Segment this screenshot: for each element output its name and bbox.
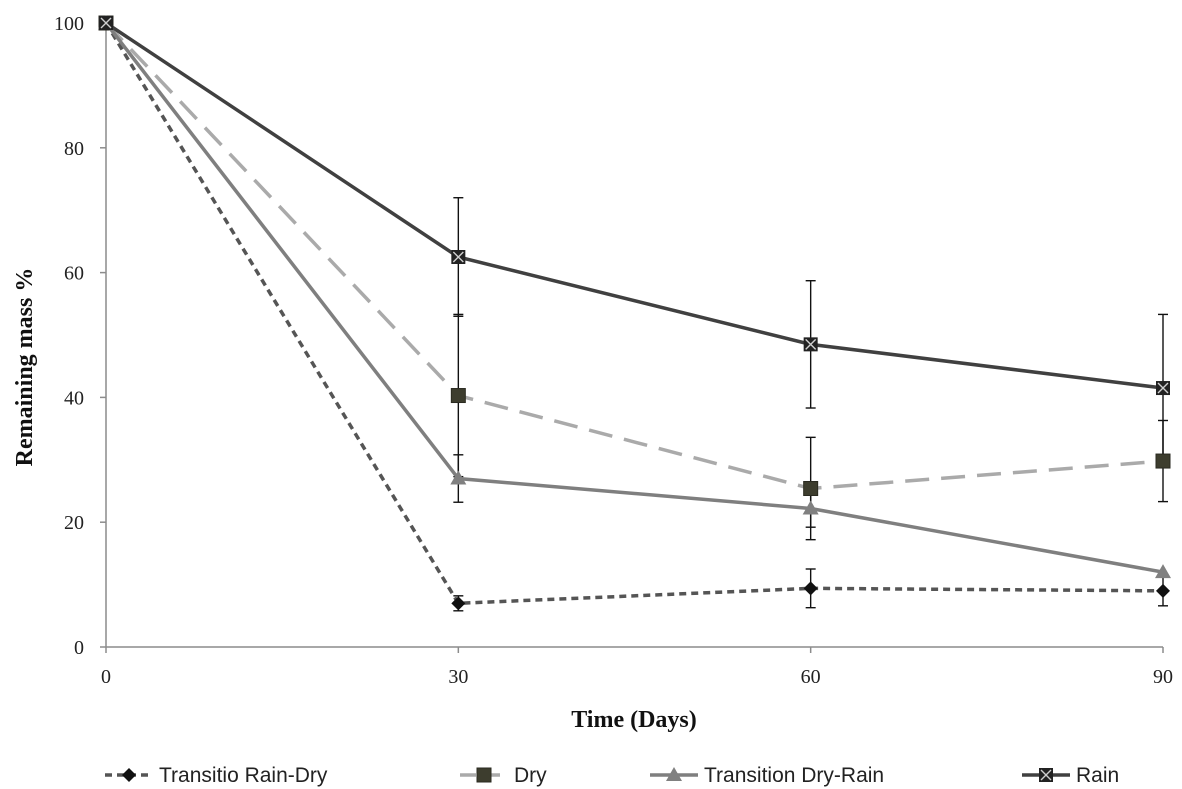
legend-swatch-marker [666, 767, 682, 781]
y-axis-ticks: 0 20 40 60 80 100 [54, 13, 106, 659]
legend-swatch-marker [122, 768, 136, 782]
x-tick-label: 0 [101, 666, 111, 688]
data-point [99, 16, 113, 30]
series-line [105, 21, 1164, 390]
legend-label: Transitio Rain-Dry [159, 764, 328, 787]
data-point [1156, 381, 1170, 396]
legend-swatch-marker [1039, 768, 1053, 782]
data-point [451, 250, 466, 264]
data-point [450, 388, 466, 404]
series-transition-dry-rain [98, 15, 1171, 579]
series-rain [99, 16, 1170, 396]
series-line [104, 21, 1164, 491]
data-point [803, 581, 818, 596]
legend-item: Transition Dry-Rain [650, 764, 884, 787]
data-point [1155, 564, 1171, 579]
legend-item: Dry [460, 764, 547, 787]
series-layer [98, 15, 1171, 612]
data-point [1155, 453, 1171, 469]
legend-item: Rain [1022, 764, 1119, 787]
data-point [803, 337, 818, 352]
legend-label: Transition Dry-Rain [704, 764, 884, 787]
legend-item: Transitio Rain-Dry [105, 764, 328, 787]
y-tick-label: 40 [64, 387, 84, 409]
data-point [1156, 583, 1170, 598]
y-axis-title: Remaining mass % [12, 268, 38, 467]
y-tick-label: 0 [74, 637, 84, 659]
series-line [104, 21, 1164, 574]
data-point [802, 500, 819, 515]
y-tick-label: 80 [64, 138, 84, 160]
series-line [104, 22, 1164, 606]
x-axis-ticks: 0 30 60 90 [101, 647, 1173, 688]
y-tick-label: 100 [54, 13, 84, 35]
legend-swatch-marker [476, 767, 492, 783]
data-point [803, 481, 819, 497]
series-transitio-rain-dry [99, 16, 1170, 611]
legend-label: Dry [514, 764, 547, 787]
legend: Transitio Rain-Dry Dry Transition Dry-Rain… [105, 764, 1119, 787]
x-tick-label: 90 [1153, 666, 1173, 688]
error-bars [453, 197, 1168, 612]
data-point [451, 596, 466, 611]
x-tick-label: 30 [448, 666, 468, 688]
y-tick-label: 20 [64, 512, 84, 534]
x-axis-title: Time (Days) [571, 707, 697, 733]
data-point [450, 470, 467, 485]
y-tick-label: 60 [64, 263, 84, 285]
x-tick-label: 60 [801, 666, 821, 688]
series-dry [98, 15, 1171, 497]
legend-label: Rain [1076, 764, 1119, 787]
